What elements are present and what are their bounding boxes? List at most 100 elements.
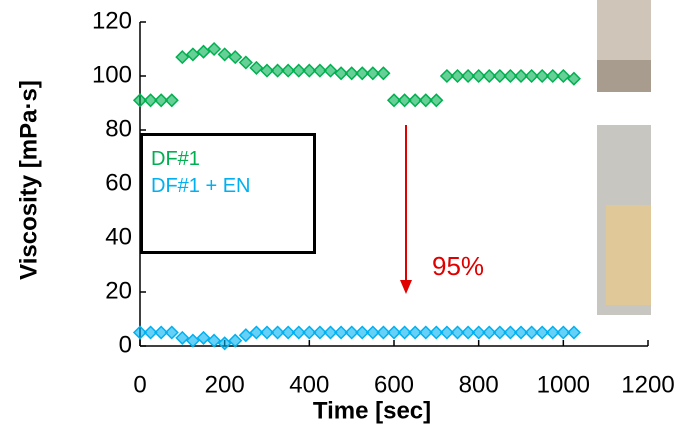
point (524, 325, 539, 340)
point (249, 325, 264, 340)
point (302, 63, 317, 78)
point (312, 63, 327, 78)
point (344, 66, 359, 81)
point (259, 325, 275, 340)
point (164, 325, 179, 340)
point (566, 71, 581, 86)
x-axis-title: Time [sec] (313, 397, 431, 424)
point (418, 93, 433, 108)
legend: DF#1 DF#1 + EN (140, 133, 316, 254)
point (376, 66, 391, 81)
point (545, 325, 560, 340)
point (482, 325, 497, 340)
point (439, 68, 454, 84)
x-tick-label: 1200 (621, 371, 674, 398)
point (408, 325, 423, 340)
x-tick-label: 0 (133, 371, 146, 398)
point (482, 68, 497, 84)
legend-label: DF#1 + EN (151, 175, 251, 197)
point (196, 330, 211, 345)
point (291, 63, 306, 78)
point (302, 325, 317, 340)
point (461, 325, 476, 340)
point (503, 325, 518, 340)
x-tick-label: 200 (205, 371, 245, 398)
point (270, 63, 285, 78)
x-tick-label: 1000 (537, 371, 590, 398)
point (513, 68, 529, 84)
point (492, 325, 507, 340)
point (365, 66, 380, 81)
point (355, 325, 370, 340)
point (418, 325, 433, 340)
point (535, 68, 550, 84)
point (217, 336, 232, 351)
point (556, 68, 571, 84)
point (355, 66, 370, 81)
y-tick-label: 80 (105, 115, 132, 142)
y-tick-label: 20 (105, 277, 132, 304)
point (566, 325, 581, 340)
point (281, 325, 296, 340)
y-tick-label: 120 (92, 7, 132, 34)
point (524, 68, 539, 84)
x-tick-label: 400 (289, 371, 329, 398)
y-tick-label: 40 (105, 223, 132, 250)
point (334, 66, 349, 81)
point (143, 93, 158, 108)
y-tick-label: 0 (119, 331, 132, 358)
x-tick-label: 800 (459, 371, 499, 398)
arrow-head (400, 280, 412, 294)
annotation: 95% (432, 251, 484, 281)
point (185, 47, 200, 62)
point (259, 63, 275, 78)
point (249, 60, 264, 75)
point (503, 68, 518, 84)
point (154, 93, 169, 108)
point (386, 325, 402, 340)
point (175, 330, 190, 345)
y-axis-title: Viscosity [mPa·s] (15, 80, 42, 280)
point (408, 93, 423, 108)
point (492, 68, 507, 84)
point (397, 325, 412, 340)
point (471, 325, 486, 340)
point (196, 44, 211, 59)
photo-bottom-liquid (606, 205, 651, 305)
y-tick-label: 100 (92, 61, 132, 88)
point (143, 325, 158, 340)
point (228, 333, 243, 348)
point (556, 325, 571, 340)
point (312, 325, 327, 340)
point (185, 333, 200, 348)
point (429, 325, 444, 340)
point (344, 325, 359, 340)
point (386, 93, 402, 108)
point (132, 325, 148, 340)
point (154, 325, 169, 340)
point (535, 325, 550, 340)
point (238, 55, 253, 70)
point (323, 325, 338, 340)
point (334, 325, 349, 340)
legend-label: DF#1 (151, 148, 200, 170)
point (376, 325, 391, 340)
point (217, 47, 232, 62)
point (164, 93, 179, 108)
point (281, 63, 296, 78)
point (439, 325, 454, 340)
point (270, 325, 285, 340)
y-tick-label: 60 (105, 169, 132, 196)
point (429, 93, 444, 108)
point (461, 68, 476, 84)
point (175, 50, 190, 65)
point (365, 325, 380, 340)
x-tick-label: 600 (374, 371, 414, 398)
point (291, 325, 306, 340)
point (450, 325, 465, 340)
point (471, 68, 486, 84)
photo-top-base (597, 60, 651, 92)
point (207, 41, 222, 57)
point (450, 68, 465, 84)
point (207, 333, 222, 348)
